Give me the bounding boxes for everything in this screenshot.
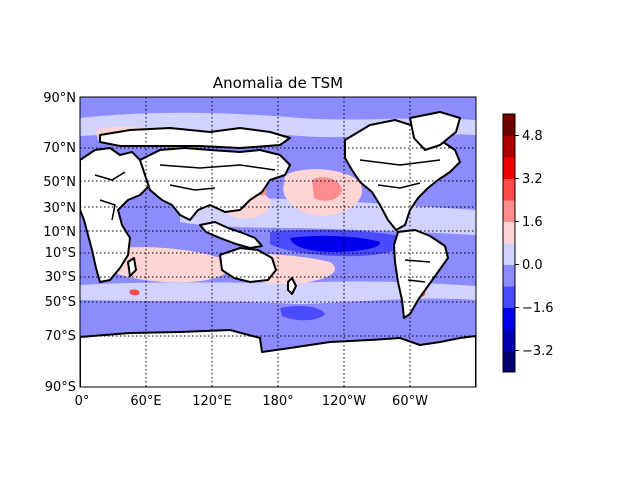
border-line xyxy=(407,279,426,283)
x-tick-label: 0° xyxy=(75,394,90,409)
map-grid xyxy=(80,97,476,387)
colorbar-segment xyxy=(503,221,515,244)
border-line xyxy=(159,164,276,171)
colorbar-tick-label: 0.0 xyxy=(522,258,543,273)
x-tick-label: 120°W xyxy=(322,394,366,409)
colorbar-segment xyxy=(503,135,515,158)
x-tick-label: 60°E xyxy=(130,394,161,409)
colorbar-segment xyxy=(503,329,515,351)
colorbar-segment xyxy=(503,243,515,265)
country-borders xyxy=(94,159,441,283)
anomaly-region-strong-positive-1 xyxy=(312,177,342,201)
y-tick-label: 30°S xyxy=(45,270,76,285)
colorbar-tick-label: 1.6 xyxy=(522,215,543,230)
border-line xyxy=(94,171,126,181)
land-madagascar xyxy=(127,257,137,277)
colorbar-tick-label: 4.8 xyxy=(522,129,543,144)
anomaly-region-very-negative-pacific xyxy=(290,235,381,252)
y-tick-label: 90°N xyxy=(43,91,76,106)
x-tick-label: 180° xyxy=(262,394,293,409)
y-axis-labels: 90°N 70°N 50°N 30°N 10°N 10°S 30°S 50°S … xyxy=(43,91,76,395)
anomaly-region-near-zero-south xyxy=(80,281,476,304)
land-greenland xyxy=(409,111,461,151)
colorbar-tick-label: −1.6 xyxy=(522,301,554,316)
land-masses xyxy=(80,111,476,387)
x-axis-labels: 0° 60°E 120°E 180° 120°W 60°W xyxy=(75,394,428,409)
map-frame xyxy=(79,96,477,388)
land-arctic-asia xyxy=(99,127,291,149)
y-tick-label: 50°S xyxy=(45,295,76,310)
colorbar-segment xyxy=(503,200,515,222)
colorbar-ticks: 4.8 3.2 1.6 0.0 −1.6 −3.2 xyxy=(515,129,554,359)
colorbar-segment xyxy=(503,350,515,373)
border-line xyxy=(377,182,421,189)
colorbar-segment xyxy=(503,286,515,308)
land-australia xyxy=(219,247,277,283)
anomaly-region-negative-south-pacific xyxy=(280,306,325,321)
border-line xyxy=(404,259,431,263)
colorbar-segment xyxy=(503,178,515,201)
y-tick-label: 90°S xyxy=(45,380,76,395)
y-tick-label: 70°S xyxy=(45,329,76,344)
border-line xyxy=(359,159,441,166)
colorbar-tick-label: 3.2 xyxy=(522,172,543,187)
y-tick-label: 30°N xyxy=(43,201,76,216)
y-tick-label: 10°S xyxy=(45,246,76,261)
border-line xyxy=(169,184,216,191)
colorbar-segment xyxy=(503,157,515,179)
y-tick-label: 50°N xyxy=(43,175,76,190)
y-tick-label: 10°N xyxy=(43,225,76,240)
land-new-zealand xyxy=(287,277,297,295)
colorbar-tick-label: −3.2 xyxy=(522,344,554,359)
colorbar-frame xyxy=(502,113,516,373)
land-southeast-asia-islands xyxy=(199,221,263,249)
border-line xyxy=(99,199,116,221)
x-tick-label: 120°E xyxy=(192,394,232,409)
x-tick-label: 60°W xyxy=(392,394,428,409)
land-south-america xyxy=(393,229,449,319)
colorbar-segment xyxy=(503,264,515,287)
anomaly-region-strong-positive-4 xyxy=(129,289,140,296)
chart-title: Anomalia de TSM xyxy=(213,74,343,92)
colorbar-segment xyxy=(503,114,515,136)
colorbar-segment xyxy=(503,307,515,330)
map-plot-area xyxy=(79,96,477,388)
colorbar xyxy=(502,113,516,373)
y-tick-label: 70°N xyxy=(43,141,76,156)
